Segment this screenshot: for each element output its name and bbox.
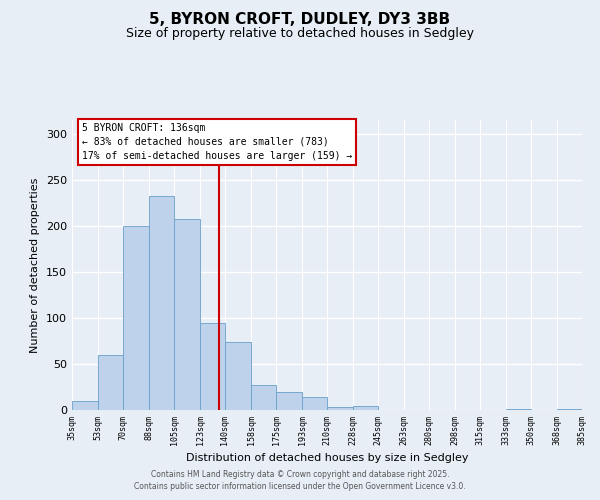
X-axis label: Distribution of detached houses by size in Sedgley: Distribution of detached houses by size …	[186, 453, 468, 463]
Bar	[353, 406, 378, 410]
Text: Contains HM Land Registry data © Crown copyright and database right 2025.: Contains HM Land Registry data © Crown c…	[151, 470, 449, 479]
Bar	[200, 322, 225, 410]
Bar	[98, 355, 123, 410]
Text: Contains public sector information licensed under the Open Government Licence v3: Contains public sector information licen…	[134, 482, 466, 491]
Bar	[72, 401, 98, 410]
Bar	[276, 392, 302, 410]
Bar	[149, 196, 174, 410]
Bar	[251, 385, 276, 410]
Bar	[225, 342, 251, 410]
Text: 5 BYRON CROFT: 136sqm
← 83% of detached houses are smaller (783)
17% of semi-det: 5 BYRON CROFT: 136sqm ← 83% of detached …	[82, 123, 352, 161]
Text: Size of property relative to detached houses in Sedgley: Size of property relative to detached ho…	[126, 28, 474, 40]
Bar	[327, 407, 353, 410]
Bar	[302, 397, 327, 410]
Y-axis label: Number of detached properties: Number of detached properties	[31, 178, 40, 352]
Text: 5, BYRON CROFT, DUDLEY, DY3 3BB: 5, BYRON CROFT, DUDLEY, DY3 3BB	[149, 12, 451, 28]
Bar	[174, 218, 200, 410]
Bar	[557, 409, 582, 410]
Bar	[506, 409, 531, 410]
Bar	[123, 226, 149, 410]
